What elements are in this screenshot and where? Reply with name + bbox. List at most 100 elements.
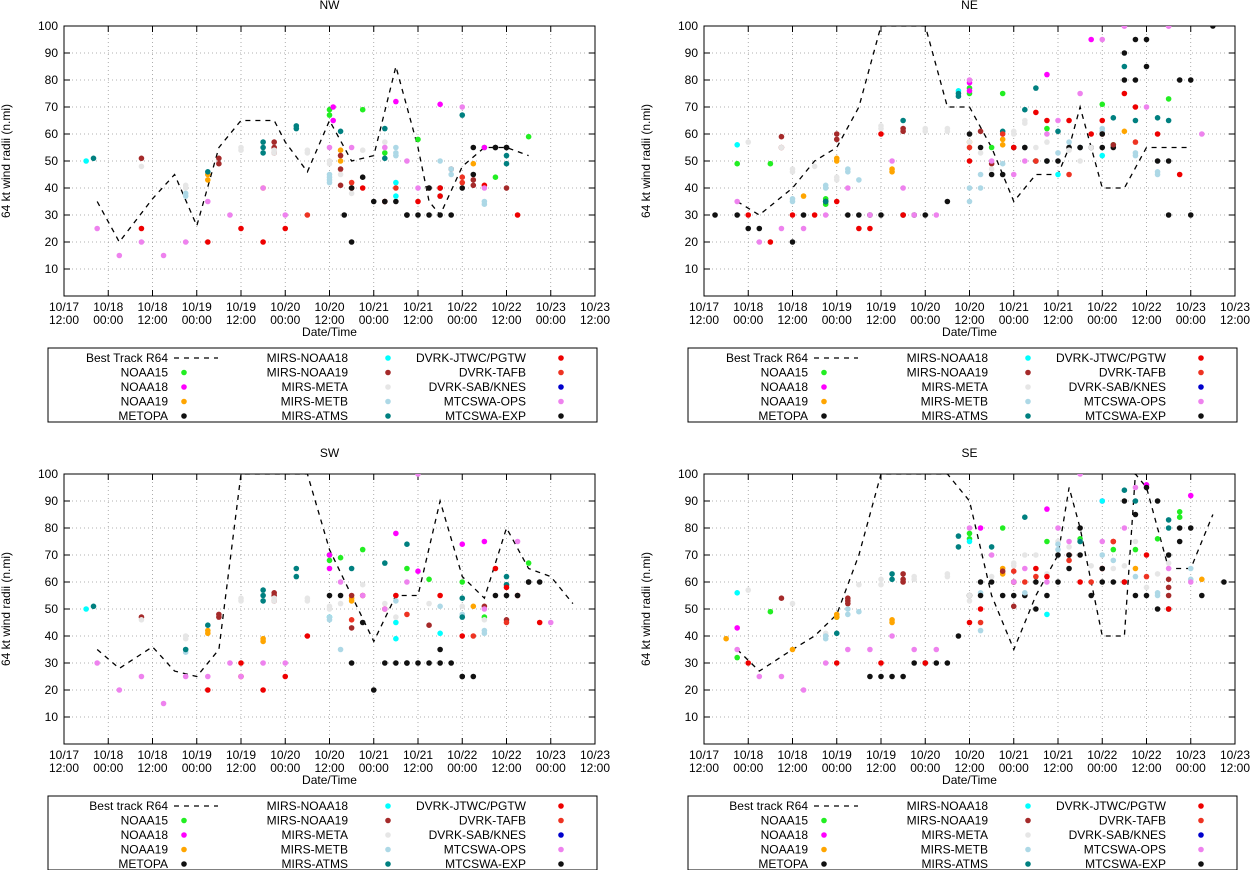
legend-marker-noaa15 (181, 369, 187, 376)
point-mirs-noaa19 (337, 152, 344, 159)
legend-label: MTCSWA-OPS (444, 843, 526, 857)
point-mtcswa-ops (260, 185, 266, 191)
point-dvrk-jtwc-pgtw (1121, 579, 1128, 585)
point-mirs-atms (1022, 514, 1028, 520)
point-dvrk-jtwc-pgtw (1132, 104, 1139, 110)
point-mtcswa-ops (1187, 579, 1194, 585)
legend-marker-mtcswa-ops (558, 846, 564, 853)
point-dvrk-tafb (503, 619, 510, 626)
point-mirs-atms (260, 592, 266, 599)
point-mtcswa-exp (1143, 36, 1150, 43)
panel-se: SE10203040506070809010010/1712:0010/1800… (639, 446, 1250, 871)
x-tick-label-date: 10/20 (910, 300, 940, 314)
point-noaa18 (459, 541, 466, 547)
point-mirs-meta (1132, 538, 1139, 545)
legend-label: MTCSWA-EXP (445, 857, 526, 870)
y-tick-label: 30 (685, 208, 699, 222)
point-metopa (1099, 579, 1106, 585)
x-tick-label-date: 10/21 (403, 300, 433, 314)
series-mirs-atms (90, 541, 510, 653)
x-tick-label-date: 10/21 (403, 748, 433, 762)
x-tick-label-time: 00:00 (359, 761, 389, 775)
y-axis-label: 64 kt wind radii (n.mi) (639, 552, 653, 666)
x-tick-label-time: 00:00 (1087, 313, 1117, 327)
legend-marker-dvrk-jtwc-pgtw (1198, 355, 1204, 361)
x-axis-label: Date/Time (302, 325, 357, 339)
legend-marker-noaa19 (181, 398, 187, 405)
point-mtcswa-ops (94, 225, 100, 232)
legend-label: MTCSWA-EXP (1085, 857, 1166, 870)
point-noaa15 (1110, 546, 1117, 553)
point-mtcswa-exp (348, 185, 355, 191)
point-mirs-noaa19 (503, 185, 510, 191)
point-mtcswa-ops (988, 552, 995, 558)
point-noaa19 (723, 635, 729, 642)
point-mirs-metb (393, 144, 399, 151)
x-axis-label: Date/Time (302, 773, 357, 787)
point-noaa19 (800, 193, 807, 199)
point-metopa (922, 212, 929, 218)
y-tick-label: 100 (678, 467, 698, 481)
chart-title: NE (961, 0, 978, 12)
point-mirs-atms (1121, 63, 1128, 70)
legend-marker-mirs-atms (385, 861, 391, 867)
legend-marker-noaa19 (821, 846, 827, 853)
point-metopa (966, 131, 973, 137)
point-mirs-meta (944, 573, 951, 580)
point-mirs-atms (822, 198, 829, 205)
y-tick-label: 10 (45, 710, 59, 724)
point-metopa (756, 225, 763, 232)
x-tick-label-time: 12:00 (226, 313, 256, 327)
point-mirs-metb (481, 201, 488, 207)
point-mirs-meta (326, 160, 333, 167)
point-mirs-noaa19 (470, 182, 477, 189)
point-dvrk-jtwc-pgtw (205, 239, 211, 245)
point-mtcswa-ops (756, 239, 763, 245)
point-mirs-noaa18 (393, 193, 399, 199)
y-tick-label: 60 (685, 127, 699, 141)
point-mirs-meta (833, 177, 840, 183)
legend-marker-metopa (181, 861, 187, 867)
series-mirs-meta (745, 538, 1172, 637)
legend-marker-mirs-metb (385, 846, 391, 853)
point-mtcswa-exp (337, 592, 344, 599)
point-mirs-metb (789, 198, 796, 205)
plot-data (83, 63, 532, 259)
point-noaa15 (326, 112, 333, 118)
point-mtcswa-exp (1099, 565, 1106, 572)
x-tick-label-date: 10/22 (491, 748, 521, 762)
legend-label: DVRK-TAFB (1099, 366, 1166, 380)
point-metopa (977, 144, 984, 151)
legend-label: MIRS-NOAA19 (267, 814, 349, 828)
point-noaa15 (1044, 538, 1050, 545)
point-metopa (393, 660, 399, 666)
point-dvrk-jtwc-pgtw (767, 239, 774, 245)
point-mtcswa-ops (1055, 117, 1061, 124)
point-dvrk-tafb (348, 179, 355, 186)
point-dvrk-jtwc-pgtw (437, 592, 443, 599)
point-dvrk-jtwc-pgtw (1044, 117, 1050, 124)
y-tick-label: 10 (685, 262, 699, 276)
point-metopa (359, 174, 366, 180)
legend-label: DVRK-JTWC/PGTW (1056, 351, 1167, 365)
series-mirs-meta (138, 581, 488, 642)
legend-marker-dvrk-sab-knes (1198, 832, 1204, 838)
legend-label: DVRK-JTWC/PGTW (416, 351, 527, 365)
point-mtcswa-ops (900, 185, 906, 191)
legend-label: MIRS-METB (921, 395, 988, 409)
x-tick-label-time: 12:00 (777, 761, 807, 775)
x-tick-label-time: 12:00 (491, 761, 521, 775)
point-metopa (999, 592, 1006, 599)
point-mirs-metb (999, 160, 1006, 167)
point-mirs-meta (182, 185, 189, 191)
x-tick-label-date: 10/18 (777, 300, 807, 314)
point-mirs-meta (1088, 144, 1094, 151)
point-noaa18 (330, 104, 336, 110)
x-tick-label-date: 10/21 (999, 300, 1029, 314)
y-tick-label: 80 (685, 73, 699, 87)
point-dvrk-jtwc-pgtw (138, 225, 145, 232)
series-mirs-noaa18 (734, 498, 1106, 618)
legend-label: MTCSWA-EXP (445, 409, 526, 423)
point-mirs-meta (1044, 139, 1050, 145)
x-tick-label-time: 00:00 (1176, 313, 1206, 327)
